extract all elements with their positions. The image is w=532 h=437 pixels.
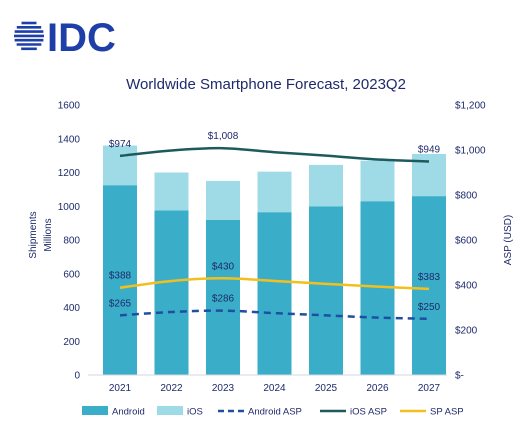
data-label: $1,008 [208, 131, 239, 142]
x-tick-label: 2021 [109, 383, 132, 394]
logo-text: IDC [47, 16, 116, 60]
bar-android [206, 219, 240, 375]
y-left-tick-label: 1400 [58, 134, 81, 145]
x-tick-label: 2023 [212, 383, 235, 394]
x-tick-label: 2025 [315, 383, 338, 394]
data-label: $383 [418, 272, 441, 283]
bar-android [257, 212, 292, 375]
android-asp-line [119, 309, 430, 320]
legend-item: SP ASP [400, 407, 464, 418]
y-left-tick-label: 600 [63, 269, 80, 280]
x-tick-label: 2022 [160, 383, 183, 394]
bar-android [412, 196, 446, 375]
y-left-tick-label: 0 [74, 371, 80, 382]
data-label: $974 [109, 139, 132, 150]
y-left-label-line2: Millions [43, 218, 54, 251]
sp-asp-line [119, 276, 430, 291]
chart-title: Worldwide Smartphone Forecast, 2023Q2 [126, 76, 406, 93]
y-right-tick-label: $1,000 [455, 146, 486, 157]
legend-item: Android ASP [218, 407, 302, 418]
idc-logo: IDC [14, 16, 116, 60]
y-right-tick-label: $800 [455, 191, 478, 202]
legend-item: iOS ASP [320, 407, 387, 418]
axes-layer: 0 200 400 600 800 1000 1200 1400 1600 $- $200 $400 $… [58, 101, 486, 395]
legend-swatch [157, 406, 183, 415]
y-right-tick-label: $400 [455, 281, 478, 292]
data-labels-layer: $974 $1,008 $949 $388 $430 $383 $265 $286 $250 [109, 131, 441, 313]
bar-ios [154, 172, 189, 211]
bar-ios [206, 180, 240, 220]
bars-layer [103, 145, 446, 375]
ios-asp-line [119, 146, 430, 163]
x-tick-label: 2024 [263, 383, 286, 394]
y-left-tick-label: 1000 [58, 202, 81, 213]
bar-ios [103, 145, 137, 186]
data-label: $388 [109, 271, 132, 282]
y-right-tick-label: $1,200 [455, 101, 486, 112]
x-tick-label: 2027 [418, 383, 441, 394]
y-left-label-line1: Shipments [28, 211, 39, 258]
bar-ios [360, 160, 395, 202]
legend-label: SP ASP [430, 407, 464, 418]
legend-label: iOS ASP [350, 407, 387, 418]
y-left-tick-label: 800 [63, 236, 80, 247]
bar-ios [309, 164, 343, 207]
lines-layer [119, 146, 430, 320]
legend-item: Android [82, 406, 145, 418]
data-label: $286 [212, 294, 235, 305]
bar-ios [257, 171, 292, 213]
legend-label: Android ASP [248, 407, 302, 418]
y-right-tick-label: $600 [455, 236, 478, 247]
globe-icon [14, 21, 44, 51]
legend: Android iOS Android ASP iOS ASP SP ASP [82, 406, 464, 418]
legend-item: iOS [157, 406, 203, 418]
bar-android [103, 185, 137, 375]
y-right-label: ASP (USD) [503, 215, 514, 265]
legend-swatch [82, 406, 108, 415]
data-label: $250 [418, 302, 441, 313]
data-label: $430 [212, 261, 235, 272]
legend-label: iOS [187, 407, 203, 418]
bar-android [309, 206, 343, 375]
y-left-tick-label: 400 [63, 303, 80, 314]
y-left-tick-label: 200 [63, 337, 80, 348]
data-label: $265 [109, 298, 132, 309]
bar-android [154, 210, 189, 375]
y-right-tick-label: $200 [455, 326, 478, 337]
y-left-tick-label: 1200 [58, 168, 81, 179]
y-right-tick-label: $- [455, 371, 464, 382]
x-tick-label: 2026 [366, 383, 389, 394]
data-label: $949 [418, 144, 441, 155]
legend-label: Android [112, 407, 145, 418]
y-left-tick-label: 1600 [58, 101, 81, 112]
